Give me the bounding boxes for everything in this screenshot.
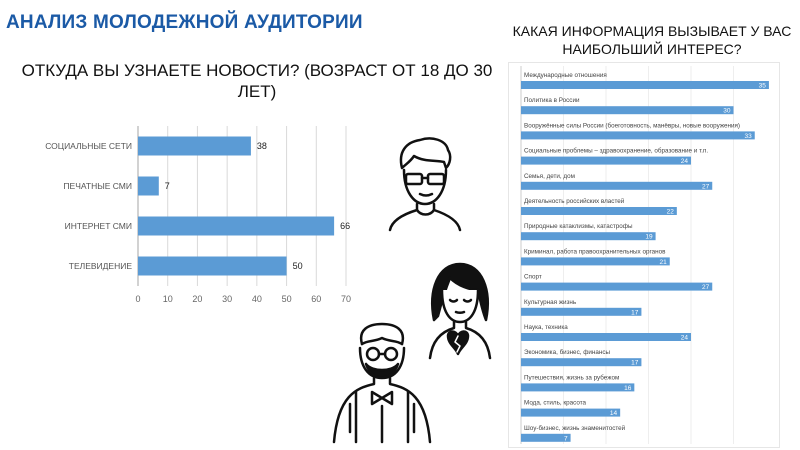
category-label: ИНТЕРНЕТ СМИ: [65, 221, 132, 231]
category-label: Криминал, работа правоохранительных орга…: [524, 247, 666, 255]
bar: [138, 256, 287, 276]
category-label: Путешествия, жизнь за рубежом: [524, 373, 619, 381]
bar: [521, 156, 691, 165]
bar: [521, 383, 635, 392]
data-label: 7: [165, 181, 170, 191]
data-label: 27: [702, 183, 710, 190]
x-tick-label: 40: [252, 294, 262, 304]
bar: [138, 136, 251, 156]
category-label: ТЕЛЕВИДЕНИЕ: [69, 261, 133, 271]
bar: [521, 207, 677, 215]
data-label: 38: [257, 141, 267, 151]
bar: [521, 131, 755, 140]
elderly-man-bowtie-icon: [332, 322, 432, 444]
data-label: 21: [660, 259, 668, 266]
bar: [521, 307, 642, 316]
data-label: 17: [631, 360, 639, 367]
category-label: Вооружённые силы России (боеготовность, …: [524, 121, 740, 129]
young-man-icon: [388, 137, 462, 232]
bar: [521, 433, 571, 442]
left-chart-title: ОТКУДА ВЫ УЗНАЕТЕ НОВОСТИ? (ВОЗРАСТ ОТ 1…: [21, 61, 493, 101]
young-woman-broken-heart-icon: [428, 262, 492, 360]
category-label: СОЦИАЛЬНЫЕ СЕТИ: [45, 141, 132, 151]
data-label: 22: [667, 209, 675, 216]
category-label: Социальные проблемы – здравоохранение, о…: [524, 147, 708, 155]
category-label: Наука, техника: [524, 324, 568, 331]
topics-interest-chart: Международные отношения 35 Политика в Росс…: [508, 62, 780, 448]
x-tick-label: 50: [282, 294, 292, 304]
data-label: 33: [745, 133, 753, 140]
x-tick-label: 20: [192, 294, 202, 304]
bar: [521, 232, 656, 241]
x-tick-label: 70: [341, 294, 351, 304]
bar: [521, 257, 670, 266]
x-tick-label: 30: [222, 294, 232, 304]
data-label: 66: [340, 221, 350, 231]
category-label: Экономика, бизнес, финансы: [524, 348, 611, 356]
category-label: Политика в России: [524, 97, 580, 104]
x-tick-label: 0: [135, 294, 140, 304]
data-label: 7: [564, 435, 568, 442]
chart-frame: [508, 62, 780, 448]
category-label: ПЕЧАТНЫЕ СМИ: [63, 181, 132, 191]
right-chart-title: КАКАЯ ИНФОРМАЦИЯ ВЫЗЫВАЕТ У ВАС НАИБОЛЬШ…: [512, 23, 792, 57]
bar: [521, 408, 621, 417]
page-title: АНАЛИЗ МОЛОДЕЖНОЙ АУДИТОРИИ: [6, 12, 363, 33]
category-label: Культурная жизнь: [524, 299, 577, 306]
category-label: Мода, стиль, красота: [524, 400, 587, 407]
data-label: 19: [645, 234, 653, 241]
bar: [138, 216, 335, 236]
category-label: Спорт: [524, 274, 542, 281]
x-tick-label: 60: [311, 294, 321, 304]
data-label: 24: [681, 335, 689, 342]
bar: [138, 176, 159, 196]
news-sources-chart: 0 10 20 30 40 50 60 70 СОЦИАЛЬНЫЕ СЕТИ 38 ПЕЧАТНЫЕ…: [45, 126, 351, 304]
category-label: Международные отношения: [524, 72, 607, 79]
bar: [521, 181, 713, 190]
bar: [521, 106, 734, 115]
data-label: 50: [293, 261, 303, 271]
data-label: 16: [624, 385, 632, 392]
category-label: Семья, дети, дом: [524, 173, 575, 180]
data-label: 17: [631, 309, 639, 316]
data-label: 30: [723, 108, 731, 115]
category-label: Природные катаклизмы, катастрофы: [524, 223, 633, 230]
bar: [521, 358, 642, 367]
bar: [521, 282, 713, 291]
category-label: Деятельность российских властей: [524, 197, 625, 205]
category-label: Шоу-бизнес, жизнь знаменитостей: [524, 424, 626, 432]
bar: [521, 333, 691, 341]
data-label: 27: [702, 284, 710, 291]
x-tick-label: 10: [163, 294, 173, 304]
data-label: 35: [759, 83, 767, 90]
bar: [521, 81, 769, 89]
data-label: 24: [681, 158, 689, 165]
data-label: 14: [610, 410, 618, 417]
